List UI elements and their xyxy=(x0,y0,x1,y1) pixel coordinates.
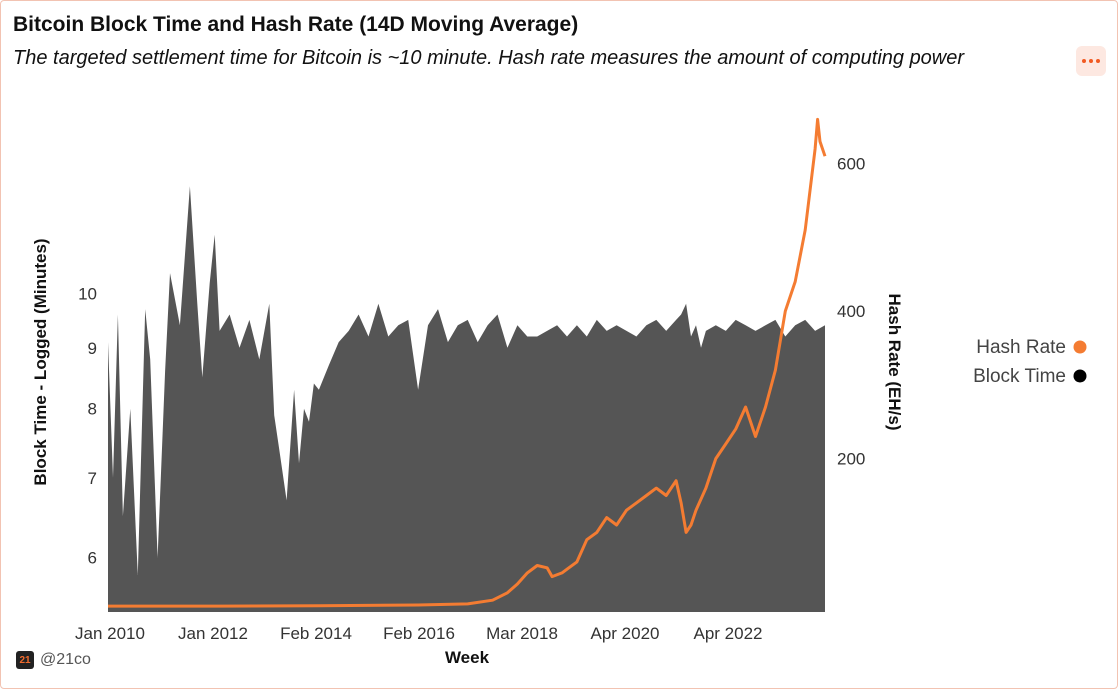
x-tick-label: Apr 2022 xyxy=(694,624,763,643)
x-tick-label: Apr 2020 xyxy=(591,624,660,643)
hash-rate-line xyxy=(108,117,827,608)
legend-swatch xyxy=(1073,340,1087,354)
footer: 21 @21co xyxy=(16,651,91,669)
legend-label: Hash Rate xyxy=(976,337,1066,358)
right-axis-ticks: 200 400 600 xyxy=(837,155,865,469)
right-tick-label: 400 xyxy=(837,302,865,321)
x-tick-label: Jan 2012 xyxy=(178,624,248,643)
x-tick-label: Feb 2014 xyxy=(280,624,352,643)
legend-label: Block Time xyxy=(973,366,1066,387)
left-tick-label: 10 xyxy=(78,284,97,303)
legend-swatch xyxy=(1073,369,1087,383)
x-axis-ticks: Jan 2010 Jan 2012 Feb 2014 Feb 2016 Mar 2018… xyxy=(75,624,762,643)
left-tick-label: 9 xyxy=(88,339,97,358)
brand-logo: 21 xyxy=(16,651,34,669)
left-axis-title: Block Time - Logged (Minutes) xyxy=(31,238,50,485)
more-horizontal-icon-dot xyxy=(1089,59,1093,63)
x-axis-title: Week xyxy=(445,648,490,667)
right-tick-label: 200 xyxy=(837,450,865,469)
x-tick-label: Feb 2016 xyxy=(383,624,455,643)
more-options-button[interactable] xyxy=(1076,46,1106,76)
chart-title: Bitcoin Block Time and Hash Rate (14D Mo… xyxy=(13,13,579,36)
right-tick-label: 600 xyxy=(837,155,865,174)
left-axis-ticks: 6 7 8 9 10 xyxy=(78,284,97,567)
right-axis-title: Hash Rate (EH/s) xyxy=(885,294,904,431)
left-tick-label: 7 xyxy=(88,469,97,488)
left-tick-label: 6 xyxy=(88,549,97,568)
footer-handle: @21co xyxy=(40,651,91,668)
block-time-area xyxy=(108,186,825,613)
x-tick-label: Jan 2010 xyxy=(75,624,145,643)
chart-subtitle: The targeted settlement time for Bitcoin… xyxy=(13,47,965,69)
x-tick-label: Mar 2018 xyxy=(486,624,558,643)
more-horizontal-icon xyxy=(1082,59,1086,63)
left-tick-label: 8 xyxy=(88,400,97,419)
more-horizontal-icon-dot xyxy=(1096,59,1100,63)
legend: Hash Rate Block Time xyxy=(973,337,1087,387)
